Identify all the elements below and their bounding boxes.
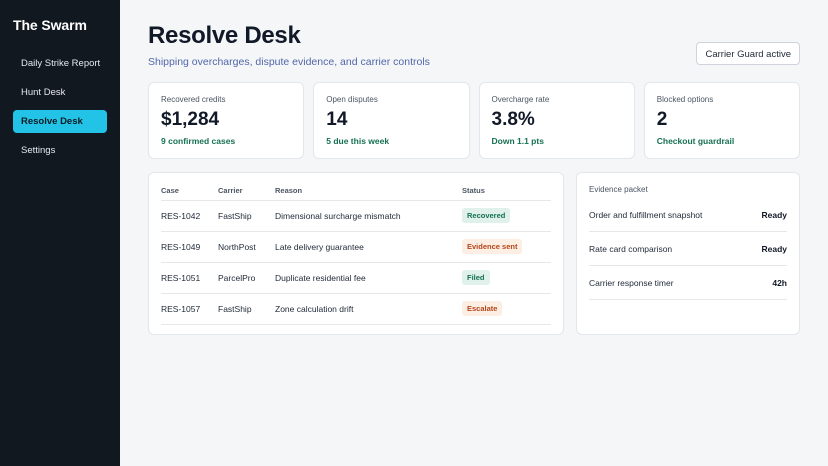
brand-name: The Swarm [13, 17, 87, 33]
evidence-packet-title: Evidence packet [589, 185, 648, 194]
metric-note: Checkout guardrail [656, 136, 735, 146]
metric-card-blocked-options: Blocked options 2 Checkout guardrail [643, 82, 800, 159]
table-row[interactable]: RES-1051 ParcelPro Duplicate residential… [161, 262, 551, 294]
case-id: RES-1049 [161, 231, 218, 263]
reason-text: Zone calculation drift [275, 293, 462, 325]
status-badge: Recovered [462, 208, 511, 223]
metric-label: Open disputes [326, 95, 378, 104]
metric-label: Overcharge rate [491, 95, 550, 104]
carrier-name: FastShip [218, 293, 275, 325]
evidence-packet-panel: Evidence packet Order and fulfillment sn… [576, 172, 800, 335]
table-header-row: Case Carrier Reason Status [161, 181, 551, 201]
table-row[interactable]: RES-1057 FastShip Zone calculation drift… [161, 293, 551, 325]
metric-card-recovered-credits: Recovered credits $1,284 9 confirmed cas… [148, 82, 305, 159]
column-header-carrier: Carrier [218, 181, 275, 201]
evidence-item-value: 42h [772, 277, 787, 288]
evidence-item: Order and fulfillment snapshot Ready [589, 198, 787, 232]
status-badge: Evidence sent [462, 239, 523, 254]
evidence-item-value: Ready [761, 209, 787, 220]
metric-value: 14 [326, 109, 348, 130]
reason-text: Late delivery guarantee [275, 231, 462, 263]
sidebar-item-daily-strike-report[interactable]: Daily Strike Report [21, 58, 101, 69]
column-header-reason: Reason [275, 181, 462, 201]
cases-table: Case Carrier Reason Status RES-1042 Fast… [161, 181, 551, 325]
status-badge: Filed [462, 270, 490, 285]
lower-section: Case Carrier Reason Status RES-1042 Fast… [148, 172, 800, 335]
evidence-item: Carrier response timer 42h [589, 266, 787, 300]
page-title: Resolve Desk [148, 22, 301, 49]
evidence-item-label: Rate card comparison [589, 243, 673, 254]
sidebar-item-settings[interactable]: Settings [21, 145, 56, 156]
case-id: RES-1042 [161, 200, 218, 232]
status-badge: Escalate [462, 301, 503, 316]
evidence-item-label: Order and fulfillment snapshot [589, 209, 703, 220]
main-content: Resolve Desk Shipping overcharges, dispu… [120, 0, 828, 466]
metric-cards: Recovered credits $1,284 9 confirmed cas… [148, 82, 800, 159]
case-id: RES-1051 [161, 262, 218, 294]
metric-value: $1,284 [161, 109, 220, 130]
evidence-item-label: Carrier response timer [589, 277, 674, 288]
metric-note: 9 confirmed cases [161, 136, 236, 146]
metric-label: Recovered credits [161, 95, 226, 104]
metric-card-overcharge-rate: Overcharge rate 3.8% Down 1.1 pts [478, 82, 635, 159]
evidence-item-value: Ready [761, 243, 787, 254]
reason-text: Dimensional surcharge mismatch [275, 200, 462, 232]
sidebar-item-resolve-desk[interactable]: Resolve Desk [13, 110, 107, 133]
carrier-guard-button[interactable]: Carrier Guard active [696, 42, 800, 65]
case-id: RES-1057 [161, 293, 218, 325]
carrier-name: ParcelPro [218, 262, 275, 294]
table-row[interactable]: RES-1049 NorthPost Late delivery guarant… [161, 231, 551, 263]
metric-value: 3.8% [491, 109, 535, 130]
metric-label: Blocked options [656, 95, 714, 104]
sidebar-item-hunt-desk[interactable]: Hunt Desk [21, 87, 66, 98]
reason-text: Duplicate residential fee [275, 262, 462, 294]
carrier-name: NorthPost [218, 231, 275, 263]
page-subtitle: Shipping overcharges, dispute evidence, … [148, 56, 430, 68]
metric-note: Down 1.1 pts [491, 136, 544, 146]
metric-card-open-disputes: Open disputes 14 5 due this week [313, 82, 470, 159]
table-row[interactable]: RES-1042 FastShip Dimensional surcharge … [161, 200, 551, 232]
carrier-name: FastShip [218, 200, 275, 232]
cases-panel: Case Carrier Reason Status RES-1042 Fast… [148, 172, 564, 335]
sidebar: The Swarm Daily Strike Report Hunt Desk … [0, 0, 120, 466]
column-header-case: Case [161, 181, 218, 201]
sidebar-nav: Daily Strike Report Hunt Desk Resolve De… [13, 52, 107, 162]
metric-value: 2 [656, 109, 668, 130]
metric-note: 5 due this week [326, 136, 390, 146]
column-header-status: Status [462, 181, 551, 201]
evidence-item: Rate card comparison Ready [589, 232, 787, 266]
